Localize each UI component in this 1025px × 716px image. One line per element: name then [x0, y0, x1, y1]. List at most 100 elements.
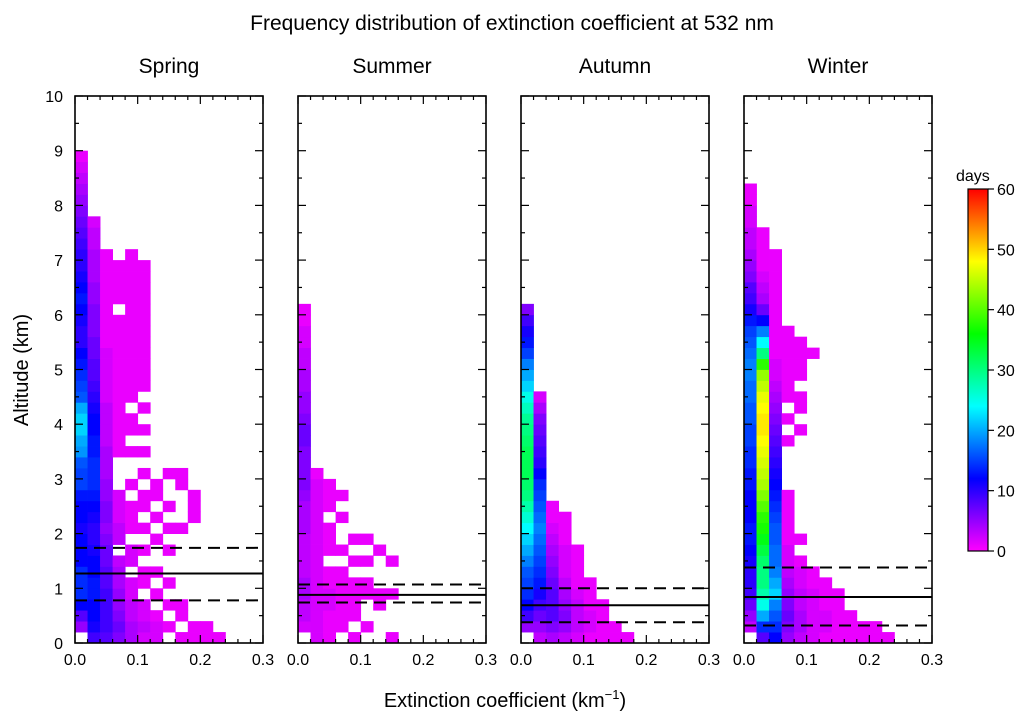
heatmap-cell	[558, 632, 572, 644]
heatmap-cell	[744, 227, 757, 239]
panel-title: Winter	[808, 55, 869, 78]
heatmap-cell	[756, 303, 770, 316]
heatmap-cell	[75, 478, 88, 491]
heatmap-cell	[310, 522, 324, 534]
heatmap-cell	[323, 522, 336, 534]
x-tick-label: 0.0	[64, 652, 86, 669]
heatmap-cell	[744, 511, 757, 524]
heatmap-cells	[75, 150, 226, 644]
heatmap-cell	[781, 500, 795, 513]
heatmap-cell	[769, 457, 782, 469]
heatmap-cell	[162, 544, 176, 556]
heatmap-cell	[348, 577, 362, 589]
x-axis-label-superscript: −1	[605, 687, 620, 702]
heatmap-cell	[621, 632, 635, 644]
heatmap-cell	[137, 325, 151, 338]
heatmap-cell	[781, 511, 795, 524]
heatmap-cell	[87, 522, 101, 534]
heatmap-cell	[310, 599, 324, 611]
heatmap-cell	[75, 336, 88, 349]
x-tick-label: 0.2	[635, 652, 657, 669]
heatmap-cell	[323, 621, 336, 633]
heatmap-cell	[806, 610, 820, 622]
heatmap-cell	[583, 621, 597, 633]
heatmap-cell	[769, 500, 782, 513]
heatmap-cell	[112, 413, 126, 425]
heatmap-cell	[75, 216, 88, 228]
heatmap-cell	[87, 489, 101, 502]
heatmap-cell	[137, 566, 151, 578]
heatmap-cell	[162, 500, 176, 513]
heatmap-cell	[298, 621, 311, 633]
heatmap-cell	[75, 566, 88, 578]
heatmap-cell	[756, 621, 770, 633]
heatmap-cell	[75, 588, 88, 600]
heatmap-cell	[87, 358, 101, 370]
heatmap-cell	[769, 325, 782, 338]
heatmap-cell	[75, 380, 88, 392]
heatmap-cell	[310, 500, 324, 513]
y-tick-label: 10	[45, 89, 63, 106]
heatmap-cell	[112, 271, 126, 283]
heatmap-cell	[756, 325, 770, 338]
heatmap-cell	[744, 599, 757, 611]
heatmap-cell	[112, 260, 126, 272]
heatmap-cell	[112, 281, 126, 294]
heatmap-cells	[521, 303, 635, 644]
heatmap-cell	[744, 369, 757, 381]
heatmap-cell	[87, 380, 101, 392]
heatmap-cell	[75, 303, 88, 316]
heatmap-cell	[360, 621, 374, 633]
x-tick-label: 0.1	[573, 652, 595, 669]
heatmap-cell	[298, 402, 311, 414]
heatmap-cell	[806, 566, 820, 578]
heatmap-cell	[75, 544, 88, 556]
y-tick-label: 5	[54, 363, 63, 380]
heatmap-cell	[125, 303, 139, 316]
heatmap-cell	[87, 621, 101, 633]
heatmap-cell	[521, 478, 534, 491]
heatmap-cell	[521, 500, 534, 513]
heatmap-cell	[112, 435, 126, 447]
heatmap-cell	[385, 632, 399, 644]
heatmap-cell	[756, 555, 770, 567]
heatmap-cell	[75, 150, 88, 163]
heatmap-cell	[533, 577, 547, 589]
heatmap-cell	[112, 314, 126, 327]
heatmap-cell	[187, 632, 201, 644]
heatmap-cell	[744, 489, 757, 502]
heatmap-cell	[298, 610, 311, 622]
heatmap-cell	[75, 489, 88, 502]
figure-title: Frequency distribution of extinction coe…	[250, 12, 774, 35]
heatmap-cell	[533, 500, 547, 513]
heatmap-cell	[137, 599, 151, 611]
heatmap-cell	[744, 380, 757, 392]
heatmap-cell	[756, 446, 770, 458]
heatmap-cell	[100, 347, 113, 359]
heatmap-cell	[87, 588, 101, 600]
heatmap-cell	[137, 489, 151, 502]
heatmap-cell	[781, 632, 795, 644]
heatmap-cell	[558, 533, 572, 545]
heatmap-cell	[756, 402, 770, 414]
heatmap-cell	[756, 478, 770, 491]
heatmap-cell	[521, 533, 534, 545]
heatmap-cell	[744, 610, 757, 622]
heatmap-cell	[100, 544, 113, 556]
heatmap-cell	[769, 533, 782, 545]
heatmap-cell	[571, 566, 585, 578]
heatmap-cell	[323, 599, 336, 611]
heatmap-cell	[100, 478, 113, 491]
heatmap-cell	[794, 610, 808, 622]
heatmap-cell	[744, 413, 757, 425]
heatmap-cell	[744, 292, 757, 305]
heatmap-cell	[533, 555, 547, 567]
heatmap-cell	[348, 632, 362, 644]
heatmap-cell	[844, 632, 858, 644]
heatmap-cell	[781, 610, 795, 622]
heatmap-cell	[744, 402, 757, 414]
heatmap-cell	[75, 610, 88, 622]
heatmap-cell	[744, 566, 757, 578]
heatmap-cell	[75, 555, 88, 567]
heatmap-cell	[756, 380, 770, 392]
